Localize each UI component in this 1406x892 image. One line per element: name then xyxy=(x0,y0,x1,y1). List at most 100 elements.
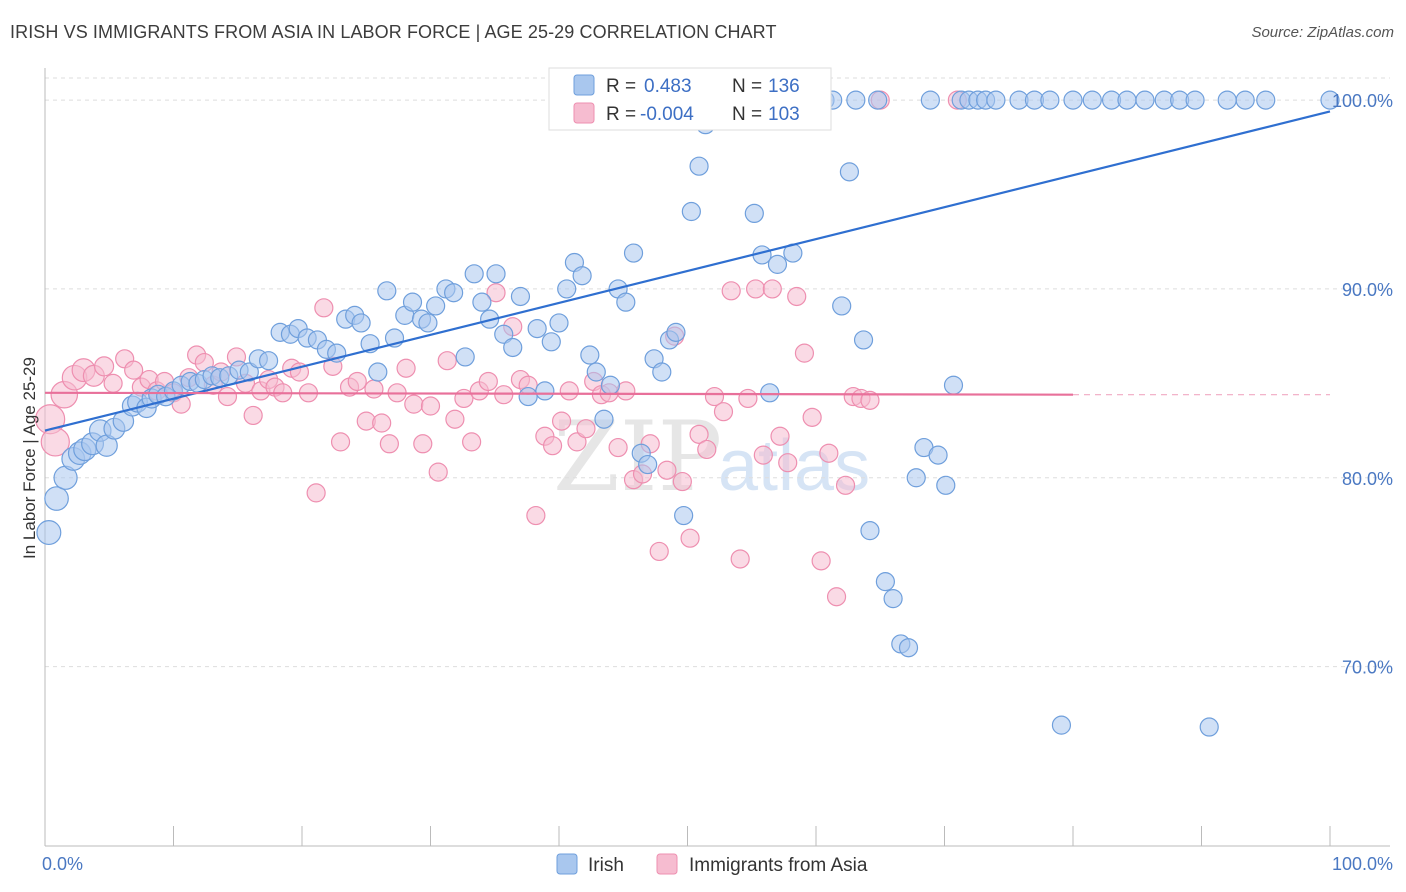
irish-point xyxy=(377,281,397,301)
legend-top-box xyxy=(548,67,832,131)
irish-point xyxy=(549,313,569,333)
axes xyxy=(44,68,1390,847)
y-axis-label: In Labor Force | Age 25-29 xyxy=(20,357,39,559)
irish-point xyxy=(464,264,484,284)
irish-point xyxy=(36,520,62,546)
asia-point xyxy=(413,434,433,454)
irish-point xyxy=(444,283,464,303)
irish-trend-line xyxy=(44,110,1331,432)
legend-irish-r-value: 0.483 xyxy=(644,76,692,97)
legend-bottom-asia-swatch xyxy=(656,853,678,875)
irish-point xyxy=(1082,90,1102,110)
asia-point xyxy=(689,424,709,444)
irish-point xyxy=(986,90,1006,110)
irish-point xyxy=(239,362,259,382)
asia-point xyxy=(364,379,384,399)
asia-point xyxy=(437,351,457,371)
irish-point xyxy=(503,337,523,358)
irish-point xyxy=(906,468,926,488)
irish-point xyxy=(681,201,701,222)
irish-point xyxy=(518,386,538,407)
irish-point xyxy=(486,264,506,284)
legend-asia-r-value: -0.004 xyxy=(640,104,694,125)
irish-point xyxy=(1235,90,1255,110)
y-tick-label-80: 80.0% xyxy=(1342,469,1393,489)
y-tick-label-70: 70.0% xyxy=(1342,658,1393,678)
asia-point xyxy=(576,419,596,439)
legend-asia-n-label: N = xyxy=(732,104,762,125)
irish-point xyxy=(580,345,600,365)
irish-point xyxy=(1185,90,1205,110)
irish-point xyxy=(527,318,547,339)
irish-point xyxy=(1199,717,1219,737)
asia-point xyxy=(372,413,392,433)
asia-point xyxy=(306,483,326,503)
asia-point xyxy=(428,462,448,482)
irish-point xyxy=(1320,90,1340,110)
irish-point xyxy=(883,589,903,609)
y-tick-label-90: 90.0% xyxy=(1342,280,1393,300)
asia-point xyxy=(243,405,263,426)
asia-point xyxy=(713,402,734,422)
irish-point xyxy=(258,351,279,371)
irish-point xyxy=(846,90,866,110)
irish-point xyxy=(832,296,852,316)
legend-bottom-irish-label: Irish xyxy=(588,855,624,876)
asia-point xyxy=(657,460,677,480)
asia-point xyxy=(697,439,717,460)
irish-point xyxy=(943,375,964,395)
asia-point xyxy=(526,505,546,526)
irish-point xyxy=(368,362,388,382)
irish-point xyxy=(510,286,531,307)
asia-points xyxy=(35,90,967,607)
asia-point xyxy=(762,279,782,299)
irish-point xyxy=(541,332,561,352)
asia-point xyxy=(770,426,790,446)
irish-point xyxy=(557,279,577,299)
asia-point xyxy=(217,386,238,407)
asia-point xyxy=(486,283,506,303)
irish-point xyxy=(1135,90,1155,110)
asia-point xyxy=(721,281,741,301)
asia-point xyxy=(819,443,839,463)
legend-irish-n-label: N = xyxy=(732,76,762,97)
asia-point xyxy=(753,445,773,465)
irish-point xyxy=(1256,90,1276,110)
x-tick-labels: 0.0% 100.0% xyxy=(42,854,1393,874)
asia-point xyxy=(347,371,367,392)
asia-point xyxy=(680,528,700,548)
y-tick-labels: 70.0% 80.0% 90.0% 100.0% xyxy=(1332,91,1393,678)
asia-point xyxy=(649,541,669,562)
asia-point xyxy=(314,298,334,318)
legend-irish-swatch xyxy=(573,74,595,96)
asia-point xyxy=(746,279,766,299)
asia-point xyxy=(778,453,798,473)
irish-point xyxy=(839,162,860,182)
irish-point xyxy=(351,313,371,333)
asia-point xyxy=(802,407,822,427)
irish-point xyxy=(402,292,423,312)
irish-point xyxy=(920,90,940,110)
irish-point xyxy=(898,638,919,658)
irish-point xyxy=(767,254,788,274)
irish-point xyxy=(853,330,874,350)
irish-point xyxy=(652,362,672,382)
asia-point xyxy=(396,358,416,378)
irish-point xyxy=(1063,90,1083,110)
irish-point xyxy=(928,445,948,465)
asia-point xyxy=(551,411,572,431)
legend-bottom-irish-swatch xyxy=(556,853,578,875)
irish-point xyxy=(455,347,475,367)
irish-point xyxy=(936,475,956,495)
asia-point xyxy=(404,394,424,414)
irish-point xyxy=(860,521,880,541)
asia-point xyxy=(379,434,399,454)
irish-point xyxy=(494,324,514,344)
irish-point xyxy=(868,90,888,110)
source-credit: Source: ZipAtlas.com xyxy=(1251,24,1394,41)
legend-bottom-asia-label: Immigrants from Asia xyxy=(689,855,868,876)
asia-point xyxy=(811,551,831,571)
irish-point xyxy=(418,313,438,333)
asia-point xyxy=(559,381,579,401)
irish-point xyxy=(674,505,694,526)
